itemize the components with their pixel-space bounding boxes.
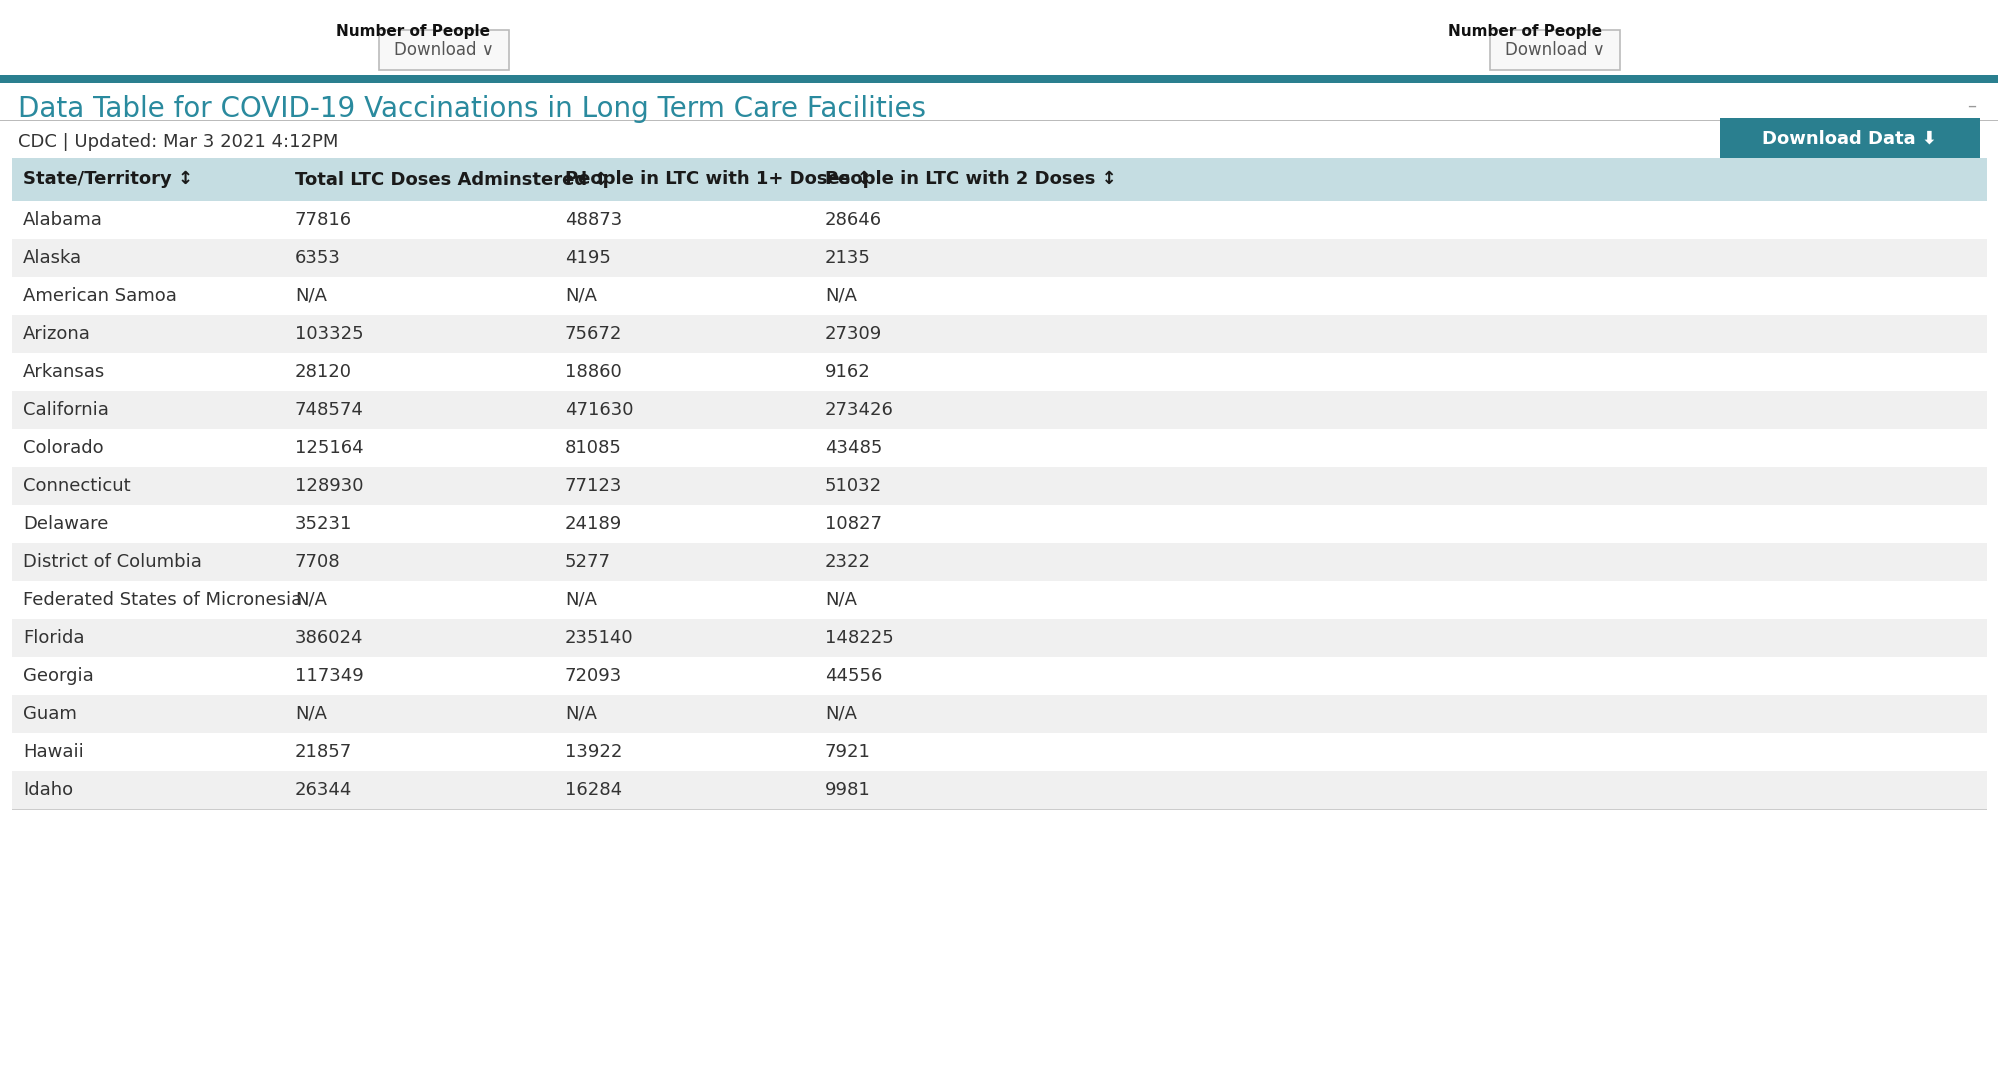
- Bar: [12, 467, 1986, 505]
- Text: 2135: 2135: [825, 249, 871, 267]
- Text: Data Table for COVID-19 Vaccinations in Long Term Care Facilities: Data Table for COVID-19 Vaccinations in …: [18, 95, 925, 123]
- Text: 103325: 103325: [296, 325, 364, 342]
- Text: 117349: 117349: [296, 667, 364, 685]
- Text: N/A: N/A: [296, 286, 328, 305]
- Text: Delaware: Delaware: [24, 515, 108, 533]
- Text: 748574: 748574: [296, 401, 364, 419]
- Text: N/A: N/A: [565, 705, 597, 723]
- Text: 21857: 21857: [296, 743, 352, 761]
- Text: American Samoa: American Samoa: [24, 286, 176, 305]
- Bar: [12, 239, 1986, 277]
- Bar: [0, 75, 1998, 83]
- Bar: [12, 201, 1986, 239]
- Text: N/A: N/A: [296, 705, 328, 723]
- Text: Georgia: Georgia: [24, 667, 94, 685]
- Text: Arkansas: Arkansas: [24, 363, 106, 381]
- Bar: [12, 277, 1986, 314]
- Text: Total LTC Doses Adminstered ↕: Total LTC Doses Adminstered ↕: [296, 170, 607, 188]
- FancyBboxPatch shape: [1718, 118, 1978, 160]
- Text: Hawaii: Hawaii: [24, 743, 84, 761]
- Text: Federated States of Micronesia: Federated States of Micronesia: [24, 591, 302, 609]
- Text: CDC | Updated: Mar 3 2021 4:12PM: CDC | Updated: Mar 3 2021 4:12PM: [18, 132, 338, 151]
- Bar: [12, 158, 1986, 201]
- Text: 2322: 2322: [825, 553, 871, 571]
- Text: People in LTC with 1+ Doses ↕: People in LTC with 1+ Doses ↕: [565, 170, 871, 188]
- Text: State/Territory ↕: State/Territory ↕: [24, 170, 194, 188]
- Text: Alabama: Alabama: [24, 211, 102, 229]
- Text: 13922: 13922: [565, 743, 621, 761]
- Text: N/A: N/A: [825, 705, 857, 723]
- Text: N/A: N/A: [825, 286, 857, 305]
- Text: Florida: Florida: [24, 629, 84, 647]
- Text: 10827: 10827: [825, 515, 881, 533]
- Text: 471630: 471630: [565, 401, 633, 419]
- Text: Download ∨: Download ∨: [394, 41, 494, 59]
- Text: Number of People: Number of People: [1447, 24, 1600, 39]
- Text: 125164: 125164: [296, 439, 364, 457]
- Text: 386024: 386024: [296, 629, 364, 647]
- Text: 77816: 77816: [296, 211, 352, 229]
- Text: 273426: 273426: [825, 401, 893, 419]
- Text: –: –: [1966, 97, 1974, 115]
- Text: 5277: 5277: [565, 553, 611, 571]
- Text: 6353: 6353: [296, 249, 342, 267]
- Bar: [12, 733, 1986, 771]
- Text: District of Columbia: District of Columbia: [24, 553, 202, 571]
- FancyBboxPatch shape: [380, 30, 509, 70]
- Text: 18860: 18860: [565, 363, 621, 381]
- Text: 148225: 148225: [825, 629, 893, 647]
- Text: 4195: 4195: [565, 249, 611, 267]
- Bar: [12, 695, 1986, 733]
- Bar: [12, 314, 1986, 353]
- Text: 235140: 235140: [565, 629, 633, 647]
- Bar: [12, 429, 1986, 467]
- Text: Download ∨: Download ∨: [1504, 41, 1604, 59]
- Text: Download Data ⬇: Download Data ⬇: [1762, 130, 1936, 148]
- Text: 9981: 9981: [825, 781, 871, 799]
- Text: N/A: N/A: [296, 591, 328, 609]
- Text: 28120: 28120: [296, 363, 352, 381]
- Text: 27309: 27309: [825, 325, 881, 342]
- Text: 43485: 43485: [825, 439, 881, 457]
- Text: Guam: Guam: [24, 705, 76, 723]
- Text: 128930: 128930: [296, 477, 364, 495]
- Text: 48873: 48873: [565, 211, 621, 229]
- Bar: [12, 353, 1986, 391]
- Bar: [12, 543, 1986, 581]
- Text: 35231: 35231: [296, 515, 352, 533]
- Text: Number of People: Number of People: [336, 24, 490, 39]
- Text: 7921: 7921: [825, 743, 871, 761]
- Text: N/A: N/A: [825, 591, 857, 609]
- Text: 75672: 75672: [565, 325, 621, 342]
- Text: People in LTC with 2 Doses ↕: People in LTC with 2 Doses ↕: [825, 170, 1117, 188]
- Text: Connecticut: Connecticut: [24, 477, 130, 495]
- Bar: [12, 391, 1986, 429]
- Text: 77123: 77123: [565, 477, 621, 495]
- Text: 72093: 72093: [565, 667, 621, 685]
- Text: Colorado: Colorado: [24, 439, 104, 457]
- FancyBboxPatch shape: [1489, 30, 1618, 70]
- Bar: [12, 581, 1986, 619]
- Text: N/A: N/A: [565, 286, 597, 305]
- Text: 44556: 44556: [825, 667, 881, 685]
- Bar: [12, 771, 1986, 809]
- Text: Alaska: Alaska: [24, 249, 82, 267]
- Text: 9162: 9162: [825, 363, 871, 381]
- Text: 16284: 16284: [565, 781, 621, 799]
- Text: Arizona: Arizona: [24, 325, 90, 342]
- Text: 51032: 51032: [825, 477, 881, 495]
- Text: 7708: 7708: [296, 553, 340, 571]
- Bar: [12, 619, 1986, 657]
- Bar: [12, 657, 1986, 695]
- Text: California: California: [24, 401, 108, 419]
- Text: 28646: 28646: [825, 211, 881, 229]
- Text: 26344: 26344: [296, 781, 352, 799]
- Text: Idaho: Idaho: [24, 781, 74, 799]
- Text: 81085: 81085: [565, 439, 621, 457]
- Text: N/A: N/A: [565, 591, 597, 609]
- Text: 24189: 24189: [565, 515, 621, 533]
- Bar: [12, 505, 1986, 543]
